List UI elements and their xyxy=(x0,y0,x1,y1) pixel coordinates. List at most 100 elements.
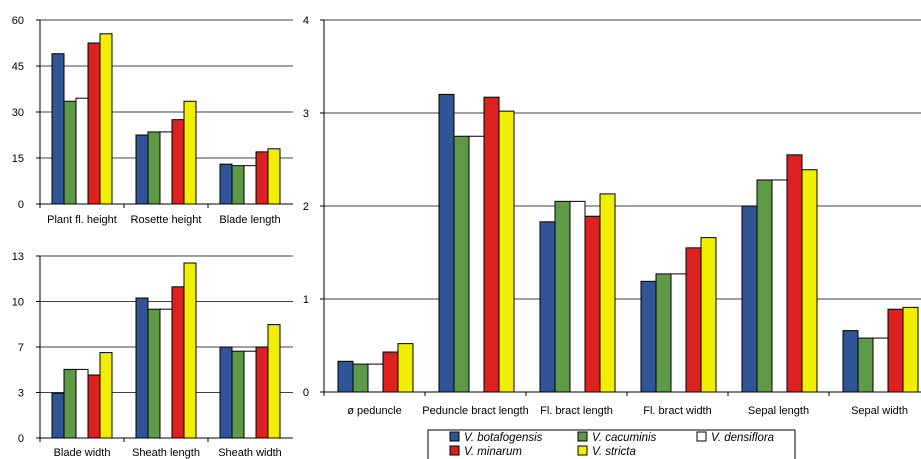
bar-sepal-length-v-stricta xyxy=(801,169,818,393)
x-category-label: ø peduncle xyxy=(347,405,401,417)
legend-swatch-v-cacuminis xyxy=(577,431,588,442)
bar-sheath-width-v-minarum xyxy=(255,346,269,439)
legend-swatch-v-minarum xyxy=(449,445,460,456)
bar-sheath-length-v-stricta xyxy=(183,262,197,439)
bar-blade-width-v-densiflora xyxy=(75,368,89,439)
bar-blade-width-v-stricta xyxy=(99,352,113,439)
bar-blade-length-v-cacuminis xyxy=(231,165,245,205)
y-tick-label: 0 xyxy=(18,433,24,445)
legend-label-v-minarum: V. minarum xyxy=(464,446,522,458)
bar-sheath-width-v-stricta xyxy=(267,324,281,439)
bar-fl-bract-length-v-stricta xyxy=(599,193,616,393)
x-category-label: Sheath length xyxy=(132,447,200,459)
bar-fl-bract-length-v-densiflora xyxy=(569,200,586,393)
bar-peduncle-bract-length-v-densiflora xyxy=(468,135,485,393)
x-category-label: Plant fl. height xyxy=(47,214,117,226)
bar-sheath-length-v-botafogensis xyxy=(135,297,149,439)
bar-sepal-width-v-botafogensis xyxy=(842,330,859,393)
legend-swatch-v-botafogensis xyxy=(449,431,460,442)
bar-blade-length-v-botafogensis xyxy=(219,163,233,205)
bar-sepal-width-v-cacuminis xyxy=(857,337,874,393)
bar-sheath-length-v-densiflora xyxy=(159,308,173,439)
x-category-label: Rosette height xyxy=(131,214,202,226)
bar-sheath-width-v-densiflora xyxy=(243,350,257,439)
bar-plant-fl-height-v-stricta xyxy=(99,33,113,205)
y-tick-label: 0 xyxy=(18,199,24,211)
x-category-label: Blade length xyxy=(219,214,280,226)
bar-o-peduncle-v-minarum xyxy=(382,351,399,393)
chart-bottom-left: 0 3 7 10 13 Blade width Sheath length Sheath wi… xyxy=(12,251,293,459)
y-tick-label: 4 xyxy=(303,15,309,27)
y-tick-label: 10 xyxy=(12,297,24,309)
x-category-label: Fl. bract width xyxy=(643,405,711,417)
legend-swatch-v-densiflora xyxy=(696,431,707,442)
bar-sheath-width-v-cacuminis xyxy=(231,350,245,439)
bar-fl-bract-length-v-botafogensis xyxy=(539,221,556,393)
bar-o-peduncle-v-botafogensis xyxy=(337,360,354,393)
x-category-label: Fl. bract length xyxy=(540,405,613,417)
y-tick-label: 45 xyxy=(12,61,24,73)
x-category-label: Sepal length xyxy=(748,405,809,417)
bar-sepal-width-v-stricta xyxy=(902,306,919,393)
bar-fl-bract-width-v-cacuminis xyxy=(655,273,672,393)
bar-o-peduncle-v-cacuminis xyxy=(352,363,369,393)
legend: V. botafogensis V. cacuminis V. densiflora… xyxy=(427,429,796,459)
bar-sheath-length-v-minarum xyxy=(171,286,185,439)
bar-blade-length-v-minarum xyxy=(255,151,269,205)
bar-peduncle-bract-length-v-cacuminis xyxy=(453,135,470,393)
legend-label-v-stricta: V. stricta xyxy=(592,446,636,458)
bar-o-peduncle-v-stricta xyxy=(397,343,414,393)
bar-blade-length-v-stricta xyxy=(267,148,281,205)
bar-plant-fl-height-v-minarum xyxy=(87,42,101,205)
x-category-label: Peduncle bract length xyxy=(422,405,528,417)
bar-fl-bract-length-v-cacuminis xyxy=(554,200,571,393)
bar-fl-bract-length-v-minarum xyxy=(584,215,601,393)
bar-blade-width-v-botafogensis xyxy=(51,392,65,439)
bar-sepal-length-v-botafogensis xyxy=(741,205,758,393)
bar-sepal-length-v-cacuminis xyxy=(756,179,773,393)
x-category-label: Sheath width xyxy=(218,447,282,459)
y-tick-label: 3 xyxy=(303,108,309,120)
chart-right: 0 1 2 3 4 ø peduncle Peduncle bract length Fl. … xyxy=(303,15,921,417)
x-category-label: Blade width xyxy=(54,447,111,459)
bar-blade-width-v-minarum xyxy=(87,374,101,439)
bar-sepal-width-v-minarum xyxy=(887,308,904,393)
bar-rosette-height-v-minarum xyxy=(171,119,185,205)
legend-label-v-cacuminis: V. cacuminis xyxy=(592,432,657,444)
bar-rosette-height-v-densiflora xyxy=(159,131,173,205)
y-tick-label: 1 xyxy=(303,294,309,306)
bar-sepal-width-v-densiflora xyxy=(872,337,889,393)
y-tick-label: 2 xyxy=(303,201,309,213)
chart-top-left: 0 15 30 45 60 Plant fl. height Rosette height B… xyxy=(12,15,293,226)
bar-sheath-width-v-botafogensis xyxy=(219,346,233,439)
bar-sheath-length-v-cacuminis xyxy=(147,308,161,439)
bar-plant-fl-height-v-cacuminis xyxy=(63,100,77,205)
bar-plant-fl-height-v-botafogensis xyxy=(51,53,65,205)
bar-sepal-length-v-minarum xyxy=(786,154,803,393)
y-tick-label: 15 xyxy=(12,153,24,165)
y-tick-label: 30 xyxy=(12,107,24,119)
bar-peduncle-bract-length-v-stricta xyxy=(498,110,515,393)
legend-box xyxy=(427,429,796,459)
bar-fl-bract-width-v-stricta xyxy=(700,237,717,393)
bar-fl-bract-width-v-densiflora xyxy=(670,273,687,393)
y-tick-label: 0 xyxy=(303,387,309,399)
y-tick-label: 13 xyxy=(12,251,24,263)
bar-blade-length-v-densiflora xyxy=(243,165,257,205)
bar-o-peduncle-v-densiflora xyxy=(367,363,384,393)
y-tick-label: 3 xyxy=(18,388,24,400)
legend-swatch-v-stricta xyxy=(577,445,588,456)
x-category-label: Sepal width xyxy=(851,405,908,417)
bar-plant-fl-height-v-densiflora xyxy=(75,97,89,205)
legend-label-v-botafogensis: V. botafogensis xyxy=(464,432,543,444)
y-tick-label: 7 xyxy=(18,342,24,354)
bar-fl-bract-width-v-minarum xyxy=(685,247,702,393)
bar-sepal-length-v-densiflora xyxy=(771,179,788,393)
bar-peduncle-bract-length-v-minarum xyxy=(483,96,500,393)
bar-rosette-height-v-stricta xyxy=(183,100,197,205)
bar-rosette-height-v-cacuminis xyxy=(147,131,161,205)
bar-peduncle-bract-length-v-botafogensis xyxy=(438,93,455,393)
bar-blade-width-v-cacuminis xyxy=(63,368,77,439)
bar-rosette-height-v-botafogensis xyxy=(135,134,149,205)
